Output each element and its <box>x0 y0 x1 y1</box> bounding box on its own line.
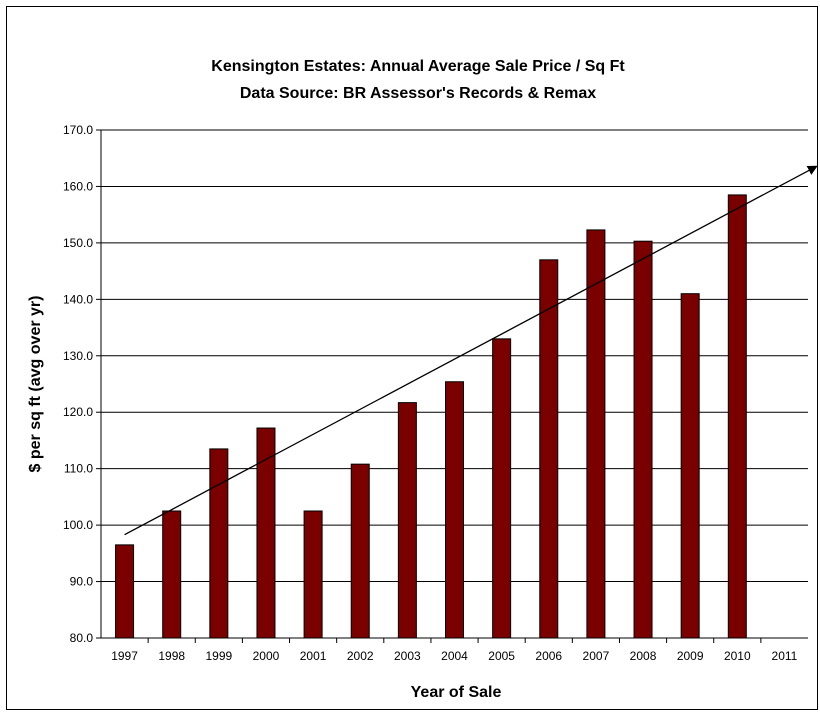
x-axis-label: Year of Sale <box>411 684 502 701</box>
chart-subtitle: Data Source: BR Assessor's Records & Rem… <box>240 85 596 102</box>
trend-line <box>124 165 818 536</box>
x-tick-label: 2005 <box>488 649 515 663</box>
bar <box>492 338 512 639</box>
x-tick-label: 1999 <box>205 649 232 663</box>
x-tick-label: 2011 <box>772 649 798 663</box>
x-tick-label: 2004 <box>441 649 468 663</box>
x-tick-label: 2009 <box>677 649 704 663</box>
bar <box>397 402 417 639</box>
bar <box>350 463 370 639</box>
y-tick-label: 150.0 <box>63 236 93 250</box>
y-tick-label: 90.0 <box>70 575 94 589</box>
bar <box>727 194 747 639</box>
bar <box>115 544 135 639</box>
bars-layer <box>115 194 747 639</box>
bar <box>586 229 606 639</box>
y-tick-label: 80.0 <box>70 631 94 645</box>
x-tick-label: 2003 <box>394 649 421 663</box>
x-tick-label: 2010 <box>724 649 751 663</box>
x-tick-label: 2000 <box>253 649 280 663</box>
bar <box>303 510 323 639</box>
bar <box>680 293 700 639</box>
axis-layer: 80.0 90.0 100.0 110.0 120.0 130.0 140.0 150.0 16… <box>63 123 808 663</box>
trend-layer <box>124 165 818 536</box>
chart-title: Kensington Estates: Annual Average Sale … <box>211 58 625 75</box>
y-tick-label: 110.0 <box>64 462 93 476</box>
y-tick-label: 120.0 <box>63 405 93 419</box>
y-tick-label: 160.0 <box>63 179 93 193</box>
bar <box>209 448 229 639</box>
x-tick-label: 1998 <box>158 649 185 663</box>
y-tick-label: 100.0 <box>63 518 93 532</box>
y-axis-label: $ per sq ft (avg over yr) <box>27 296 44 473</box>
x-tick-label: 1997 <box>111 649 138 663</box>
x-tick-label: 2008 <box>630 649 657 663</box>
y-tick-label: 170.0 <box>63 123 93 137</box>
bar <box>539 259 559 639</box>
bar <box>633 240 653 639</box>
bar <box>162 510 182 639</box>
x-tick-label: 2006 <box>535 649 562 663</box>
y-tick-label: 140.0 <box>63 292 93 306</box>
x-tick-label: 2007 <box>583 649 610 663</box>
y-tick-label: 130.0 <box>63 349 93 363</box>
x-tick-label: 2001 <box>300 649 327 663</box>
x-tick-label: 2002 <box>347 649 374 663</box>
bar <box>445 381 464 639</box>
